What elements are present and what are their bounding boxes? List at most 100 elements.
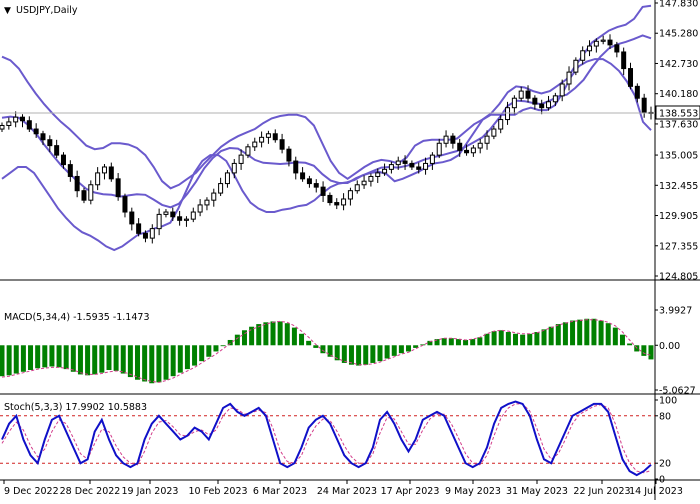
candle	[559, 79, 565, 102]
macd-histogram-bar	[527, 333, 533, 346]
candle-body	[511, 97, 517, 109]
candle-body	[211, 192, 217, 201]
candle	[334, 198, 340, 210]
candle	[634, 83, 640, 103]
candle-body	[60, 154, 66, 166]
macd-histogram-bar	[577, 319, 583, 346]
stoch-d-line	[1, 403, 652, 474]
macd-histogram-bar	[206, 345, 212, 357]
candle	[67, 160, 73, 182]
time-tick-label: 9 Dec 2022	[4, 486, 59, 497]
time-tick-label: 9 May 2023	[445, 486, 501, 497]
macd-histogram-bar	[92, 345, 98, 375]
candle	[177, 210, 183, 226]
candle	[491, 126, 497, 140]
candle	[566, 66, 572, 91]
macd-histogram-bar	[648, 345, 654, 360]
candle	[600, 35, 606, 45]
macd-histogram-bar	[491, 331, 497, 346]
macd-histogram-bar	[598, 320, 604, 346]
candle-body	[402, 160, 408, 164]
candle	[464, 144, 470, 156]
macd-histogram-bar	[42, 345, 48, 368]
candle	[368, 173, 374, 187]
candle	[429, 152, 435, 170]
candle-body	[19, 116, 25, 122]
macd-histogram-bar	[184, 345, 190, 370]
candle	[88, 180, 94, 205]
macd-histogram-bar	[534, 332, 540, 346]
macd-histogram-bar	[113, 345, 119, 371]
candle	[457, 138, 463, 157]
candle-body	[0, 124, 5, 130]
macd-histogram-bar	[177, 345, 183, 373]
macd-histogram-bar	[619, 334, 625, 346]
candle-body	[634, 85, 640, 99]
macd-histogram-bar	[398, 345, 404, 354]
candle-body	[368, 175, 374, 182]
candle	[265, 130, 271, 144]
candle	[136, 218, 142, 237]
candle	[231, 159, 237, 179]
candle	[95, 167, 101, 191]
candle	[47, 135, 53, 153]
candle-body	[382, 168, 388, 174]
time-tick-label: 19 Jan 2023	[122, 486, 179, 497]
candle-body	[552, 95, 558, 103]
candle-body	[443, 135, 449, 144]
candle	[190, 207, 196, 223]
macd-histogram-bar	[0, 345, 5, 377]
candle-body	[129, 211, 135, 225]
macd-histogram-bar	[13, 345, 19, 374]
candle	[320, 181, 326, 202]
stoch-k-line	[1, 400, 652, 477]
macd-histogram-bar	[49, 345, 55, 367]
time-tick-label: 17 Apr 2023	[381, 486, 440, 497]
candle-body	[320, 186, 326, 196]
macd-histogram-bar	[463, 339, 469, 346]
candle-body	[259, 136, 265, 143]
candle	[279, 133, 285, 154]
candle-body	[101, 166, 107, 174]
candle	[628, 62, 634, 90]
candle	[498, 115, 504, 134]
candle	[204, 197, 210, 211]
macd-histogram-bar	[142, 345, 148, 382]
candle	[587, 40, 593, 57]
candle-body	[464, 149, 470, 154]
candle	[60, 152, 66, 169]
macd-histogram-bar	[627, 343, 633, 346]
macd-histogram-bar	[120, 345, 126, 374]
candle-body	[423, 162, 429, 170]
candle	[484, 130, 490, 150]
candle	[593, 38, 599, 53]
candle	[306, 175, 312, 188]
stoch-tick-label: 0	[659, 475, 665, 486]
macd-tick-label: -5.0627	[659, 386, 696, 397]
macd-histogram-bar	[163, 345, 169, 380]
current-price-label: 138.553	[659, 108, 698, 119]
candle	[142, 230, 148, 243]
macd-histogram-bar	[498, 330, 504, 346]
price-tick-label: 135.005	[659, 151, 698, 162]
macd-histogram-bar	[441, 338, 447, 346]
candle-body	[272, 133, 278, 141]
price-tick-label: 142.730	[659, 59, 698, 70]
macd-histogram-bar	[170, 345, 176, 377]
macd-histogram-bar	[477, 337, 483, 346]
candle-body	[491, 128, 497, 137]
candle-body	[170, 211, 176, 218]
macd-histogram-bar	[448, 338, 454, 346]
candle	[546, 95, 552, 111]
time-tick-label: 22 Jun 2023	[573, 486, 630, 497]
price-tick-label: 129.905	[659, 211, 698, 222]
macd-panel-title: MACD(5,34,4) -1.5935 -1.1473	[4, 312, 149, 323]
candle-body	[95, 172, 101, 186]
candle-body	[190, 211, 196, 220]
candle-body	[115, 178, 121, 198]
candle-body	[88, 184, 94, 201]
bollinger-middle-band	[1, 34, 652, 209]
candle-body	[313, 183, 319, 188]
